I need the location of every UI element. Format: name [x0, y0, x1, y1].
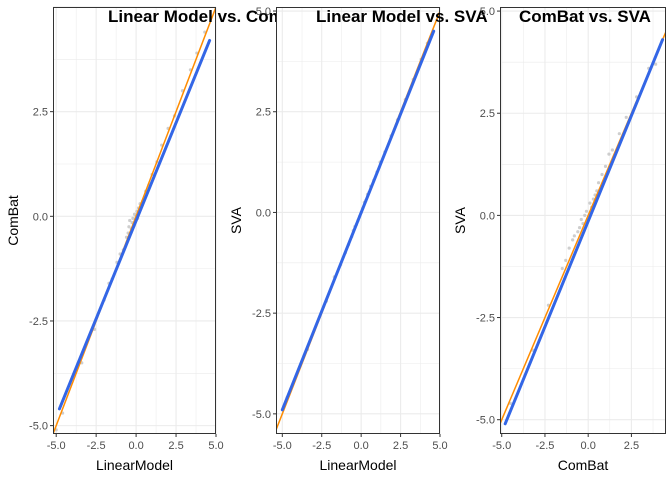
- minor-grid: [276, 7, 440, 434]
- panel-background: [500, 7, 666, 434]
- y-tick-label: 2.5: [480, 108, 495, 120]
- regression-fit-line: [503, 38, 665, 426]
- panel-border: [500, 7, 666, 434]
- y-axis-ticks: -5.0 -2.5 0.0 2.5 5.0: [252, 6, 276, 421]
- data-point: [607, 152, 611, 156]
- panel-linearmodel-vs-combat: -5.0 -2.5 0.0 2.5 5.0 -5.0 -2.5 0.0 2.5 LinearM…: [5, 6, 311, 473]
- data-point: [572, 234, 576, 238]
- regression-fit-line: [280, 29, 436, 412]
- x-tick-label: -5.0: [492, 440, 511, 452]
- x-axis-ticks: -5.0 -2.5 0.0 2.5 5.0: [273, 434, 448, 452]
- data-point: [560, 266, 564, 271]
- plot-area: [276, 10, 440, 431]
- y-axis-title: SVA: [228, 206, 244, 234]
- x-tick-label: 0.0: [354, 440, 369, 452]
- y-tick-label: -5.0: [29, 421, 48, 433]
- y-tick-label: -2.5: [476, 313, 495, 325]
- data-point: [654, 62, 658, 66]
- data-point: [564, 258, 568, 262]
- data-point: [610, 148, 614, 152]
- data-point: [596, 181, 601, 185]
- x-tick-label: 0.0: [581, 440, 596, 452]
- data-point: [603, 164, 608, 168]
- x-tick-label: 2.5: [624, 440, 639, 452]
- minor-grid: [53, 7, 216, 434]
- regression-fit-line: [57, 38, 212, 411]
- y-tick-label: -5.0: [252, 409, 271, 421]
- x-tick-label: 5.0: [432, 440, 447, 452]
- y-tick-label: -5.0: [476, 415, 495, 427]
- data-point: [127, 225, 131, 229]
- y-tick-label: 2.5: [256, 107, 271, 119]
- x-axis-ticks: -5.0 -2.5 0.0 2.5: [492, 434, 639, 452]
- y-tick-label: -2.5: [252, 308, 271, 320]
- data-point: [567, 246, 571, 250]
- x-axis-ticks: -5.0 -2.5 0.0 2.5 5.0: [47, 434, 224, 452]
- x-tick-label: 2.5: [168, 440, 183, 452]
- data-point: [131, 216, 135, 221]
- data-point: [583, 213, 587, 217]
- x-tick-label: -5.0: [273, 440, 292, 452]
- panel-linearmodel-vs-sva: -5.0 -2.5 0.0 2.5 5.0 -5.0 -2.5 0.0 2.5 5.0 Line…: [228, 6, 488, 473]
- y-tick-label: 0.0: [480, 210, 495, 222]
- x-axis-title: LinearModel: [319, 457, 396, 473]
- x-tick-label: -2.5: [535, 440, 554, 452]
- panel-title: ComBat vs. SVA: [519, 7, 651, 26]
- y-axis-title: ComBat: [5, 195, 21, 246]
- plot-area: [500, 31, 666, 426]
- y-tick-label: 0.0: [33, 211, 48, 223]
- y-tick-label: 5.0: [256, 6, 271, 18]
- panel-border: [53, 7, 216, 434]
- data-point: [576, 230, 580, 234]
- y-tick-label: 5.0: [480, 6, 495, 18]
- data-point: [624, 115, 628, 119]
- y-tick-label: -2.5: [29, 316, 48, 328]
- data-point: [588, 201, 592, 205]
- x-tick-label: -5.0: [47, 440, 66, 452]
- panel-border: [276, 7, 440, 434]
- y-axis-title: SVA: [452, 206, 468, 234]
- x-tick-label: -2.5: [87, 440, 106, 452]
- y-axis-ticks: -5.0 -2.5 0.0 2.5: [29, 107, 53, 433]
- y-tick-label: 0.0: [256, 207, 271, 219]
- x-tick-label: 2.5: [393, 440, 408, 452]
- x-axis-title: LinearModel: [96, 457, 173, 473]
- panel-title: Linear Model vs. SVA: [316, 7, 488, 26]
- panel-title: Linear Model vs. ComBat: [108, 7, 311, 26]
- x-tick-label: 5.0: [208, 440, 223, 452]
- data-point: [584, 209, 589, 213]
- data-point: [577, 226, 582, 230]
- x-tick-label: -2.5: [312, 440, 331, 452]
- identity-line: [53, 7, 216, 434]
- y-tick-label: 2.5: [33, 107, 48, 119]
- x-tick-label: 0.0: [128, 440, 143, 452]
- data-point: [579, 217, 583, 222]
- data-point: [617, 132, 621, 136]
- plot-area: [53, 7, 216, 434]
- panel-combat-vs-sva: -5.0 -2.5 0.0 2.5 -5.0 -2.5 0.0 2.5 5.0 ComBat …: [452, 6, 666, 473]
- major-grid: [500, 7, 666, 434]
- data-point: [128, 218, 132, 223]
- x-axis-title: ComBat: [558, 457, 609, 473]
- y-axis-ticks: -5.0 -2.5 0.0 2.5 5.0: [476, 6, 500, 427]
- data-point: [571, 238, 575, 242]
- data-point: [600, 172, 604, 177]
